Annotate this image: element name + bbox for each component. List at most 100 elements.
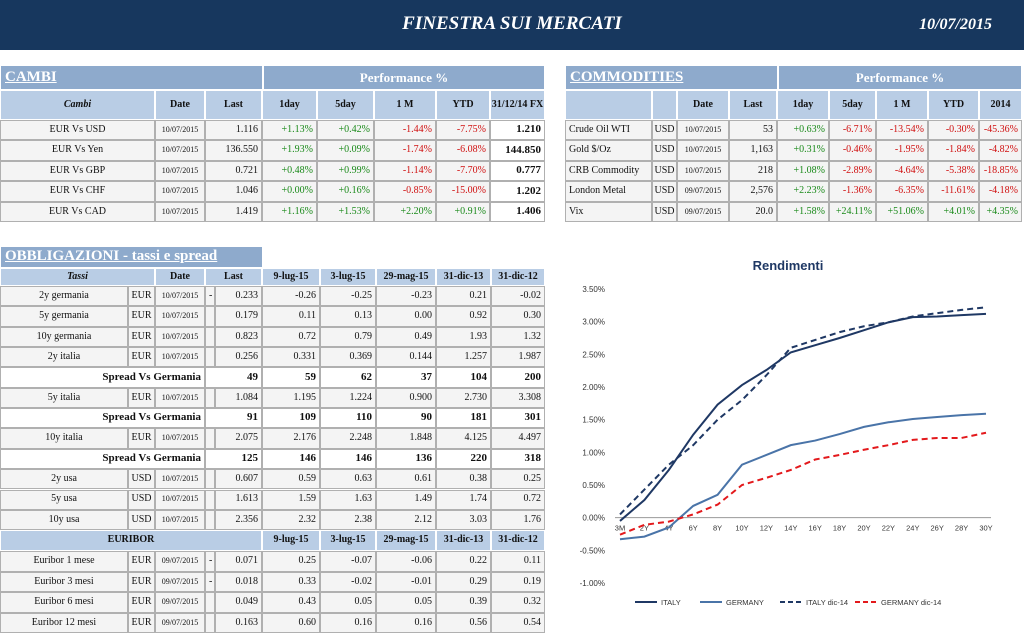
table-cell: -1.74% [374,140,436,161]
x-tick-label: 22Y [882,524,895,533]
table-cell: 2y usa [0,469,128,490]
table-cell: 301 [491,408,545,429]
table-cell: 10/07/2015 [155,387,205,409]
x-tick-label: 10Y [735,524,748,533]
table-cell: +1.93% [262,140,317,161]
table-cell [205,489,215,510]
table-cell: EUR Vs CAD [0,201,155,222]
table-cell: -1.44% [374,120,436,141]
column-header: 2014 [979,90,1022,120]
table-cell: 0.049 [215,592,262,613]
column-header: 5day [317,90,374,120]
x-tick-label: 20Y [857,524,870,533]
table-cell: 10/07/2015 [155,428,205,449]
table-cell: 10/07/2015 [155,469,205,490]
table-cell: Euribor 12 mesi [0,612,128,634]
table-cell: 1.406 [490,201,545,222]
table-cell: +2.23% [777,181,829,202]
header-date: 10/07/2015 [919,16,992,33]
group-header: Performance % [778,65,1022,90]
y-tick-label: 1.00% [582,448,605,457]
table-cell: 1.32 [491,326,545,348]
table-cell: 1.202 [490,181,545,202]
table-cell: 2.356 [215,509,262,531]
column-header: 3-lug-15 [320,530,376,552]
table-cell: -0.02 [491,286,545,307]
table-cell: 318 [491,448,545,470]
table-cell: 2.12 [376,509,436,531]
table-cell: 10y germania [0,326,128,348]
table-cell: 0.11 [262,306,320,327]
table-cell: +1.16% [262,201,317,222]
table-cell: EUR Vs Yen [0,140,155,161]
y-tick-label: 0.00% [582,514,605,523]
table-cell: 200 [491,367,545,388]
table-cell: 09/07/2015 [677,201,729,222]
table-cell: -7.70% [436,160,490,182]
table-cell: 3.308 [491,387,545,409]
column-header: 9-lug-15 [262,530,320,552]
table-cell: -4.64% [876,160,928,182]
table-cell: 10/07/2015 [155,306,205,327]
table-cell: 136.550 [205,140,262,161]
column-header: 31-dic-12 [491,530,545,552]
x-tick-label: 8Y [713,524,722,533]
table-cell: EUR [128,326,155,348]
y-tick-label: -1.00% [580,579,605,588]
table-cell: 0.823 [215,326,262,348]
column-header [565,90,652,120]
table-cell: -0.25 [320,286,376,307]
table-cell: 10/07/2015 [155,326,205,348]
column-header: 29-mag-15 [376,530,436,552]
table-cell: 0.54 [491,612,545,634]
table-cell: 10y usa [0,509,128,531]
table-cell: 0.233 [215,286,262,307]
table-cell: 144.850 [490,140,545,161]
table-cell: +0.48% [262,160,317,182]
group-header: Performance % [263,65,545,90]
table-cell: EUR [128,612,155,634]
table-cell: 10/07/2015 [155,347,205,368]
table-cell: 146 [262,448,320,470]
x-tick-label: 24Y [906,524,919,533]
table-cell: 0.11 [491,551,545,572]
series-line [619,312,987,522]
table-cell: 0.163 [215,612,262,634]
table-cell: - [205,551,215,572]
table-cell: 1.59 [262,489,320,510]
table-cell: 09/07/2015 [155,571,205,593]
series-line [619,431,987,536]
table-cell: 20.0 [729,201,777,222]
header-title: FINESTRA SUI MERCATI [402,13,622,34]
table-cell: +1.58% [777,201,829,222]
table-cell [205,306,215,327]
spread-label: Spread Vs Germania [0,448,205,470]
table-cell: +0.42% [317,120,374,141]
table-cell: 110 [320,408,376,429]
table-cell: 0.56 [436,612,491,634]
table-cell: +1.53% [317,201,374,222]
legend-label: GERMANY dic-14 [881,598,941,607]
table-cell: 91 [205,408,262,429]
table-cell: 2.248 [320,428,376,449]
table-cell: +4.35% [979,201,1022,222]
table-cell [205,347,215,368]
table-cell: -18.85% [979,160,1022,182]
table-cell: 0.59 [262,469,320,490]
table-cell: 0.72 [491,489,545,510]
table-cell: +0.16% [317,181,374,202]
table-cell: USD [652,160,677,182]
table-cell: Gold $/Oz [565,140,652,161]
table-cell: EUR [128,571,155,593]
table-cell: 0.63 [320,469,376,490]
x-tick-label: 30Y [979,524,992,533]
column-header: Cambi [0,90,155,120]
table-cell: +0.09% [317,140,374,161]
table-cell: -0.26 [262,286,320,307]
table-cell: 10/07/2015 [677,120,729,141]
table-cell: 1.49 [376,489,436,510]
table-cell: 0.92 [436,306,491,327]
x-tick-label: 18Y [833,524,846,533]
x-tick-label: 26Y [931,524,944,533]
table-cell: 2.075 [215,428,262,449]
